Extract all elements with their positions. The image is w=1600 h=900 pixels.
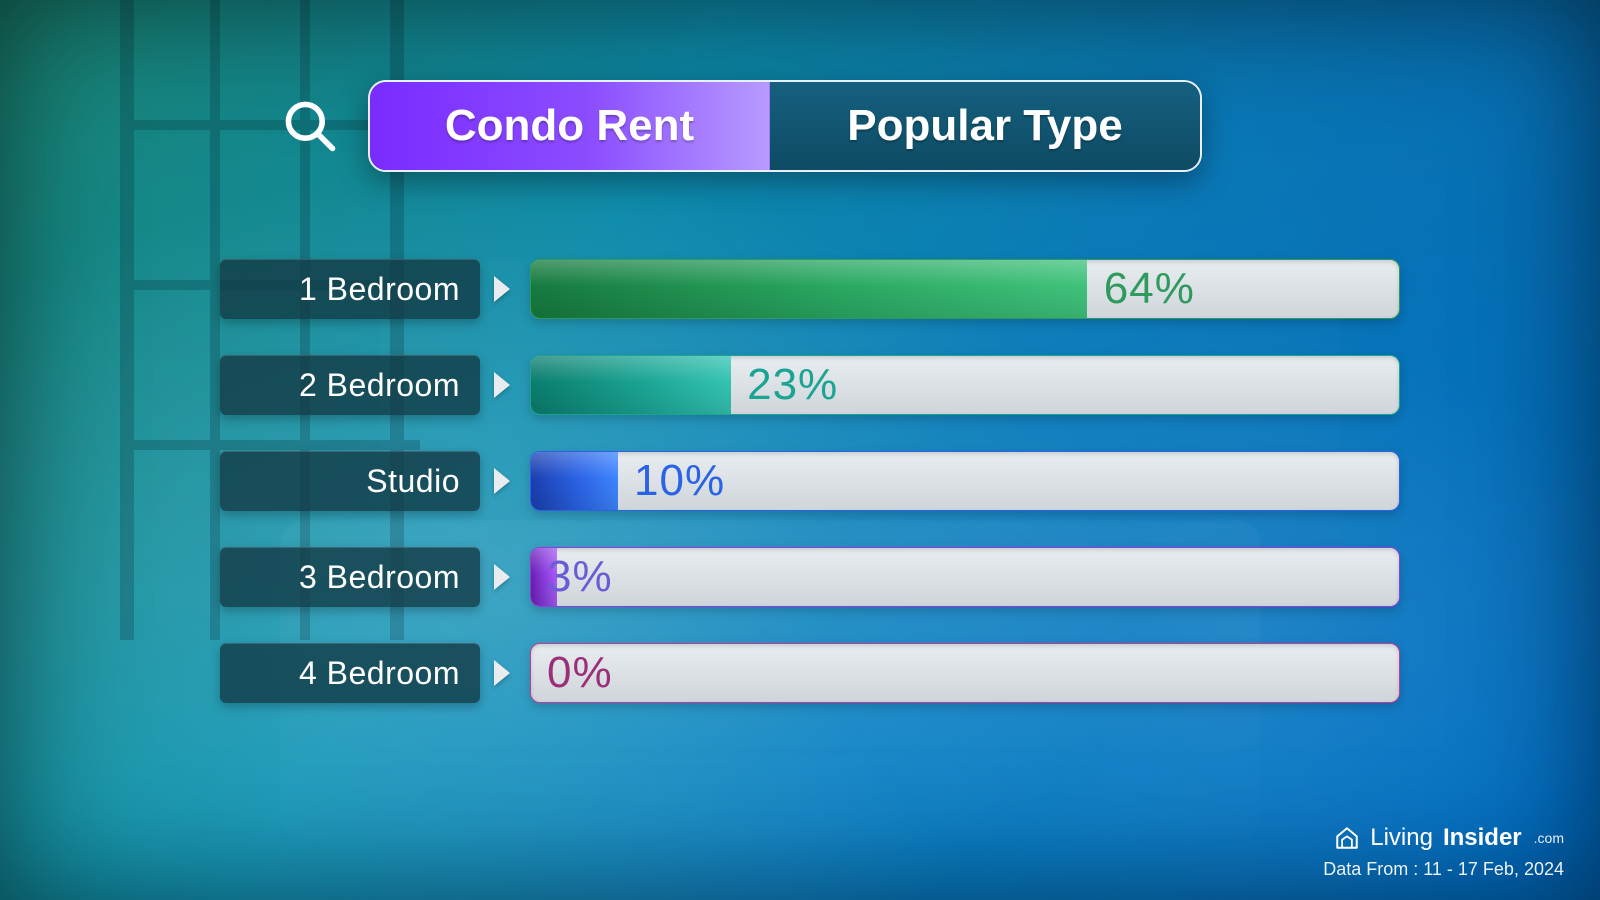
infographic-canvas: Condo Rent Popular Type 1 Bedroom 64% 2 Be… [0,0,1600,900]
header: Condo Rent Popular Type [280,80,1202,172]
bar-track: 0% [530,643,1400,703]
bar-fill [531,356,731,414]
bar-chart: 1 Bedroom 64% 2 Bedroom 23% Studio 10% 3 Bedro… [220,252,1280,732]
title-pill: Condo Rent Popular Type [368,80,1202,172]
bar-value: 23% [747,360,838,410]
bar-row: 3 Bedroom 3% [220,540,1280,614]
bar-track: 3% [530,547,1400,607]
bar-row: 1 Bedroom 64% [220,252,1280,326]
bar-row: 2 Bedroom 23% [220,348,1280,422]
title-left: Condo Rent [370,82,770,170]
title-right: Popular Type [770,82,1200,170]
data-from-label: Data From : 11 - 17 Feb, 2024 [1323,859,1564,880]
brand-text-2: Insider [1443,824,1522,852]
search-icon [280,96,340,156]
title-left-text: Condo Rent [445,101,694,151]
chevron-right-icon [494,372,510,398]
bar-label: 1 Bedroom [220,259,480,319]
brand-text-1: Living [1370,824,1433,852]
bar-fill [531,452,618,510]
bar-value: 64% [1104,264,1195,314]
chevron-right-icon [494,468,510,494]
chevron-right-icon [494,564,510,590]
bar-track: 23% [530,355,1400,415]
brand: Living Insider .com [1334,824,1564,852]
bar-label: Studio [220,451,480,511]
bar-value: 3% [547,552,613,602]
chevron-right-icon [494,276,510,302]
bar-value: 0% [547,648,613,698]
chevron-right-icon [494,660,510,686]
brand-logo-icon [1334,825,1360,851]
bar-label: 4 Bedroom [220,643,480,703]
bar-row: 4 Bedroom 0% [220,636,1280,710]
bar-label: 2 Bedroom [220,355,480,415]
bar-row: Studio 10% [220,444,1280,518]
bar-track: 10% [530,451,1400,511]
bar-value: 10% [634,456,725,506]
bar-track: 64% [530,259,1400,319]
brand-suffix: .com [1534,830,1564,846]
title-right-text: Popular Type [847,101,1122,151]
bar-label: 3 Bedroom [220,547,480,607]
bar-fill [531,260,1087,318]
